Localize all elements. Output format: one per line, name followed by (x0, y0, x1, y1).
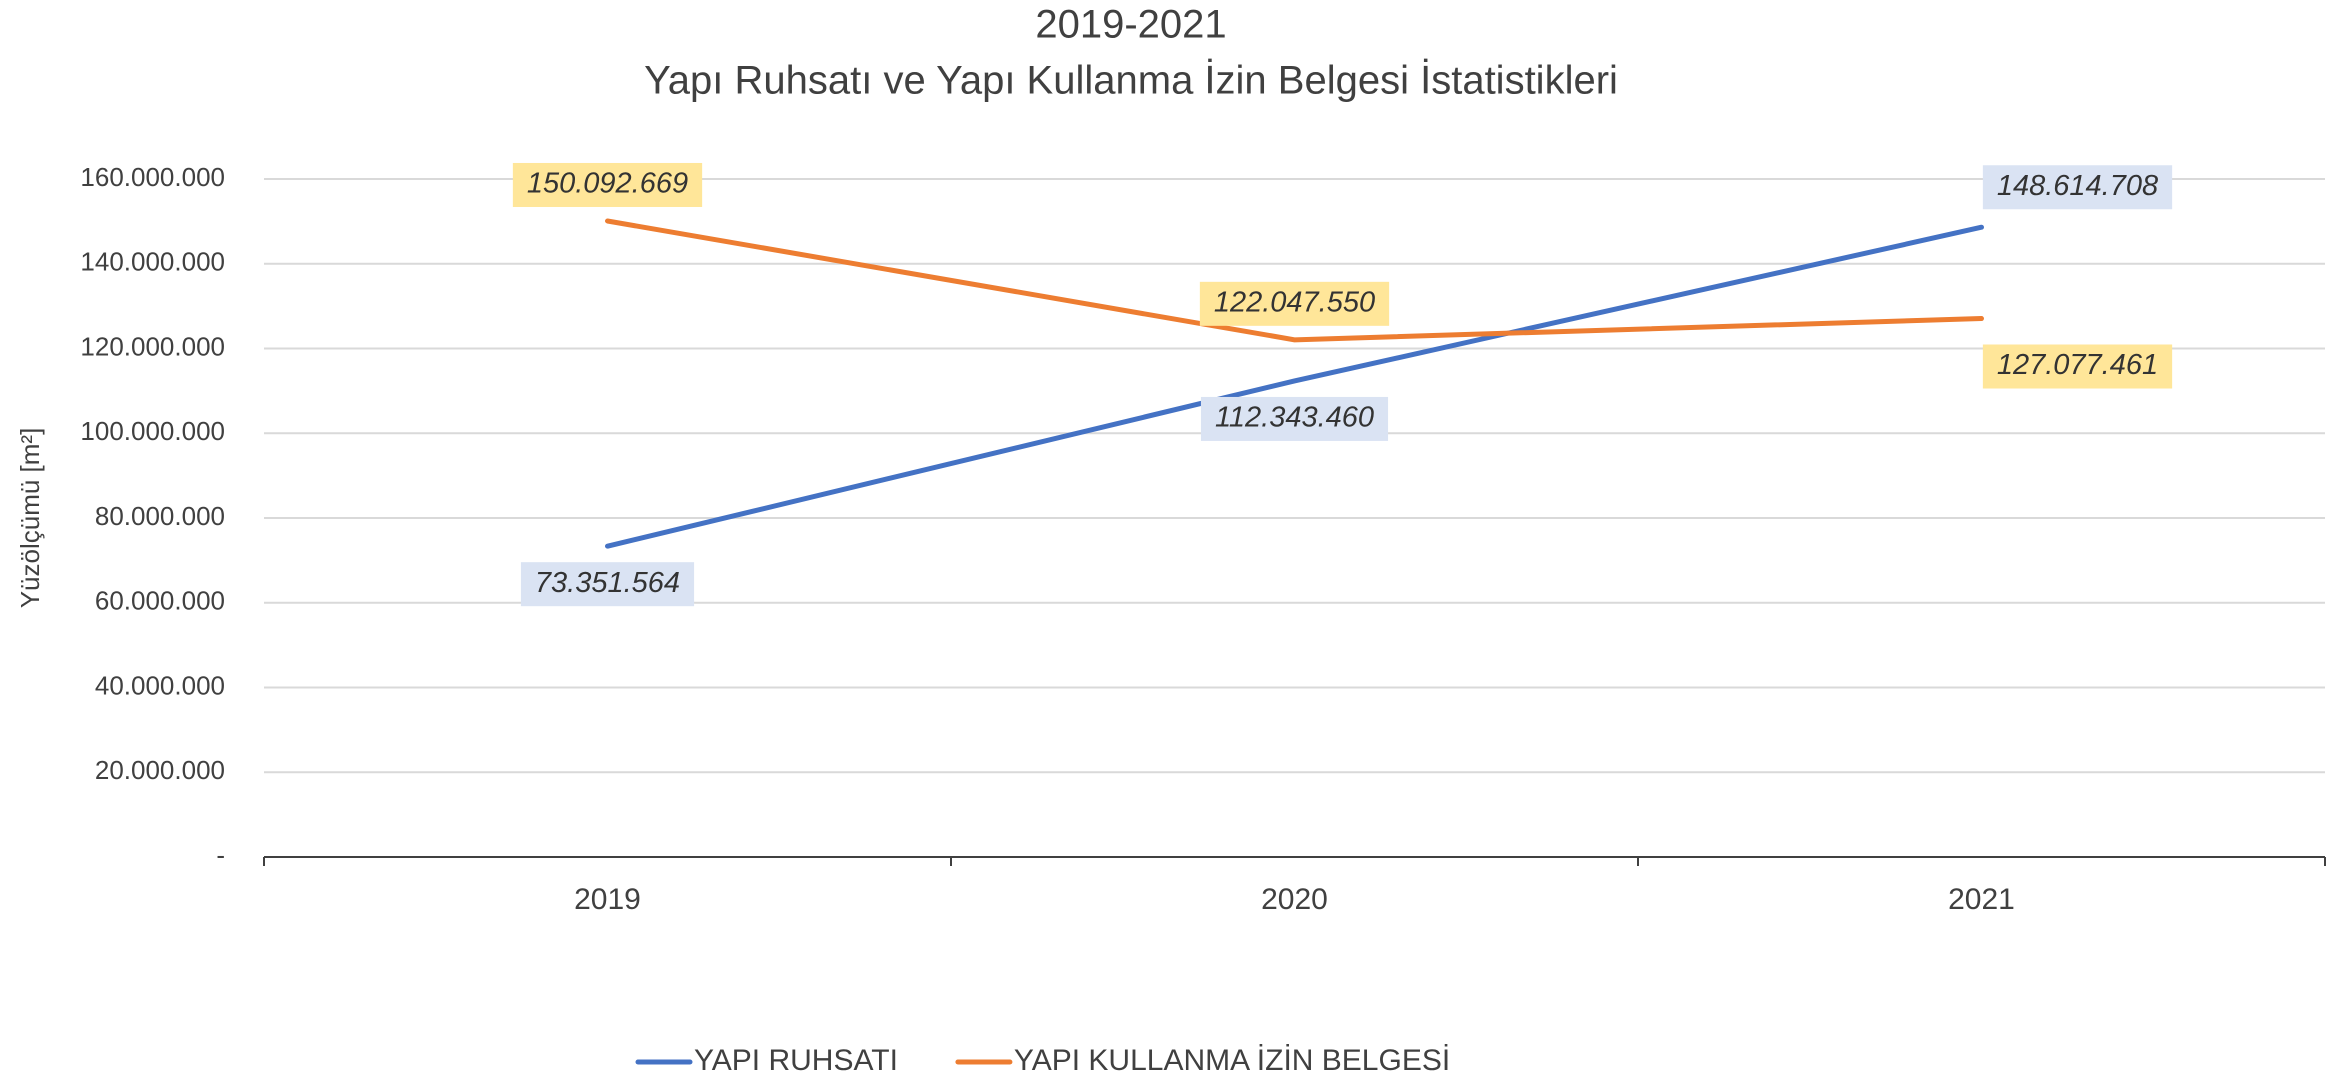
data-label-bg (1982, 344, 2173, 389)
data-label-bg (1982, 165, 2173, 210)
y-tick-label: 20.000.000 (95, 755, 225, 785)
y-tick-label: 120.000.000 (80, 331, 225, 361)
legend-label: YAPI RUHSATI (694, 1044, 898, 1072)
x-tick-label: 2021 (1948, 883, 2015, 916)
y-tick-label: 80.000.000 (95, 501, 225, 531)
data-label: 122.047.550 (1214, 286, 1375, 318)
y-tick-label: 100.000.000 (80, 416, 225, 446)
y-tick-label: 40.000.000 (95, 670, 225, 700)
data-label: 148.614.708 (1997, 170, 2158, 202)
series-line (605, 218, 1984, 343)
x-tick-label: 2020 (1261, 883, 1328, 916)
y-axis-label: Yüzölçümü [m²] (15, 428, 45, 609)
series-line (605, 224, 1984, 549)
data-label: 127.077.461 (1997, 349, 2158, 381)
data-label: 73.351.564 (535, 567, 680, 599)
data-label-bg (520, 562, 695, 607)
data-label: 112.343.460 (1215, 402, 1374, 434)
y-tick-label: - (216, 840, 225, 870)
y-tick-label: 140.000.000 (80, 247, 225, 277)
chart-title: 2019-2021 (1035, 3, 1226, 47)
data-label-bg (1200, 396, 1389, 441)
data-label-bg (512, 162, 703, 207)
data-label: 150.092.669 (527, 168, 688, 200)
y-tick-label: 60.000.000 (95, 586, 225, 616)
data-label-bg (1199, 281, 1390, 326)
chart-subtitle: Yapı Ruhsatı ve Yapı Kullanma İzin Belge… (644, 58, 1618, 103)
legend-label: YAPI KULLANMA İZİN BELGESİ (1014, 1044, 1450, 1072)
x-tick-label: 2019 (574, 883, 641, 916)
y-tick-label: 160.000.000 (80, 162, 225, 192)
